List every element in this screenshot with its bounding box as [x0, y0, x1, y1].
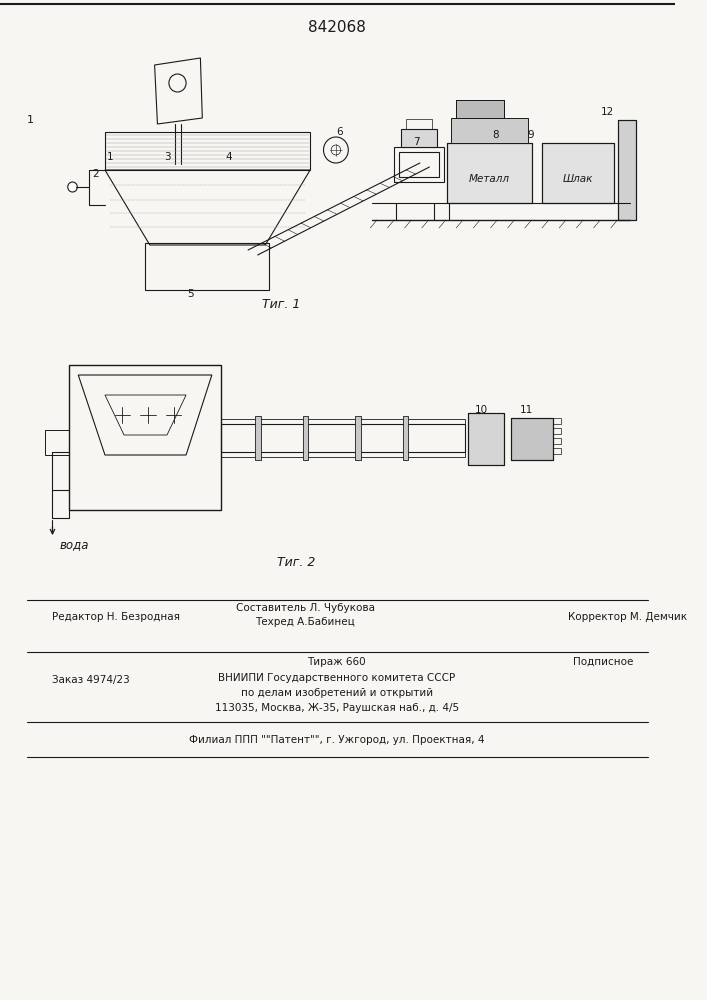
Text: Заказ 4974/23: Заказ 4974/23: [52, 675, 130, 685]
Text: вода: вода: [59, 538, 88, 552]
Bar: [619, 120, 636, 220]
Bar: [510, 418, 554, 460]
Bar: [355, 416, 361, 460]
Bar: [105, 132, 310, 170]
Bar: [221, 424, 464, 452]
Bar: [447, 143, 532, 203]
Text: 3: 3: [164, 152, 170, 162]
Text: 12: 12: [601, 107, 614, 117]
Text: 113035, Москва, Ж-35, Раушская наб., д. 4/5: 113035, Москва, Ж-35, Раушская наб., д. …: [215, 703, 459, 713]
Text: 5: 5: [187, 289, 194, 299]
Text: Τиг. 2: Τиг. 2: [276, 556, 315, 568]
Text: 2: 2: [92, 169, 99, 179]
Bar: [542, 143, 614, 203]
Bar: [456, 100, 504, 118]
Bar: [45, 430, 69, 455]
Bar: [451, 118, 527, 143]
Bar: [619, 120, 636, 220]
Bar: [554, 438, 561, 444]
Text: 6: 6: [337, 127, 343, 137]
Text: Техред А.Бабинец: Техред А.Бабинец: [255, 617, 355, 627]
Bar: [554, 448, 561, 454]
Bar: [467, 413, 504, 465]
Bar: [303, 416, 308, 460]
Text: 8: 8: [492, 130, 498, 140]
Text: 4: 4: [226, 152, 233, 162]
Bar: [221, 419, 464, 457]
Text: 9: 9: [527, 130, 534, 140]
Text: Металл: Металл: [469, 174, 510, 184]
Bar: [542, 143, 614, 203]
Bar: [554, 418, 561, 424]
Text: Филиал ППП ""Патент"", г. Ужгород, ул. Проектная, 4: Филиал ППП ""Патент"", г. Ужгород, ул. П…: [189, 735, 484, 745]
Text: 11: 11: [520, 405, 533, 415]
Text: ВНИИПИ Государственного комитета СССР: ВНИИПИ Государственного комитета СССР: [218, 673, 455, 683]
Bar: [401, 129, 437, 147]
Text: Составитель Л. Чубукова: Составитель Л. Чубукова: [236, 603, 375, 613]
Bar: [394, 147, 444, 182]
Text: Редактор Н. Безродная: Редактор Н. Безродная: [52, 612, 180, 622]
Text: Τиг. 1: Τиг. 1: [262, 298, 300, 312]
Bar: [447, 143, 532, 203]
Text: 7: 7: [413, 137, 419, 147]
Text: 1: 1: [27, 115, 34, 125]
Text: Корректор М. Демчик: Корректор М. Демчик: [568, 612, 687, 622]
Text: 10: 10: [474, 405, 488, 415]
Bar: [554, 428, 561, 434]
Bar: [510, 418, 554, 460]
Circle shape: [68, 182, 77, 192]
Bar: [406, 119, 432, 129]
Text: 842068: 842068: [308, 20, 366, 35]
Bar: [145, 243, 269, 290]
Text: Шлак: Шлак: [563, 174, 593, 184]
Bar: [69, 365, 221, 510]
Bar: [399, 152, 439, 177]
Text: по делам изобретений и открытий: по делам изобретений и открытий: [241, 688, 433, 698]
Text: Подписное: Подписное: [573, 657, 633, 667]
Text: 1: 1: [107, 152, 113, 162]
Bar: [403, 416, 409, 460]
Bar: [467, 413, 504, 465]
Text: Тираж 660: Тираж 660: [308, 657, 366, 667]
Bar: [456, 100, 504, 118]
Bar: [255, 416, 260, 460]
